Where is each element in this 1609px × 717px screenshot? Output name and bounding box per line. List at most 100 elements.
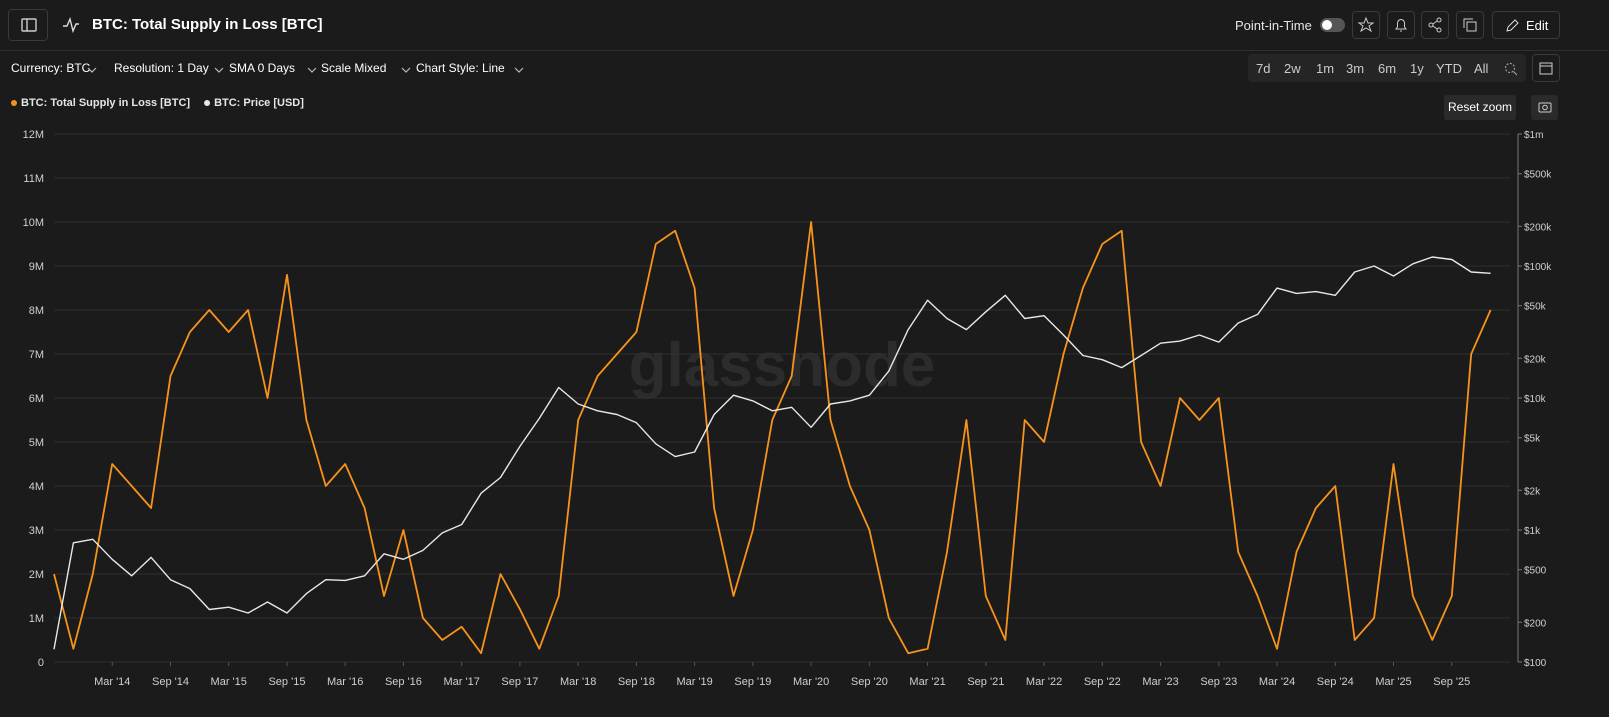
x-tick-label: Mar '22 xyxy=(1026,676,1062,688)
y2-tick-label: $500 xyxy=(1524,566,1547,577)
icon xyxy=(1539,62,1553,75)
y-tick-label: 1M xyxy=(29,613,44,625)
chart-icon xyxy=(63,16,79,34)
range-button[interactable]: 7d xyxy=(1256,61,1271,76)
y-tick-label: 5M xyxy=(29,437,44,449)
watermark: glassnode xyxy=(629,331,936,400)
screenshot-button[interactable] xyxy=(1531,95,1558,120)
x-tick-label: Sep '20 xyxy=(851,676,888,688)
x-tick-label: Mar '14 xyxy=(94,676,130,688)
y-tick-label: 0 xyxy=(38,657,44,669)
chevron xyxy=(214,67,224,73)
icon xyxy=(1463,18,1477,32)
toggle-knob xyxy=(1322,20,1332,30)
range-button[interactable]: 6m xyxy=(1378,61,1397,76)
sidebar-toggle[interactable] xyxy=(8,9,48,41)
x-tick-label: Mar '19 xyxy=(676,676,712,688)
y2-tick-label: $5k xyxy=(1524,434,1541,445)
range-button[interactable]: YTD xyxy=(1436,61,1462,76)
favorite-button[interactable] xyxy=(1352,11,1380,39)
chevron xyxy=(514,67,524,73)
control-dropdown[interactable]: Chart Style: Line xyxy=(416,61,505,75)
legend-marker xyxy=(11,100,17,106)
range-button[interactable]: 1m xyxy=(1316,61,1335,76)
chevron xyxy=(401,67,411,73)
icon xyxy=(1357,16,1375,33)
y-tick-label: 8M xyxy=(29,305,44,317)
title: BTC: Total Supply in Loss [BTC] xyxy=(92,16,323,33)
x-tick-label: Sep '21 xyxy=(967,676,1004,688)
range-button[interactable]: 2w xyxy=(1284,61,1301,76)
x-tick-label: Sep '22 xyxy=(1084,676,1121,688)
x-tick-label: Sep '25 xyxy=(1433,676,1470,688)
x-tick-label: Sep '19 xyxy=(734,676,771,688)
x-tick-label: Mar '23 xyxy=(1142,676,1178,688)
y2-tick-label: $20k xyxy=(1524,354,1547,365)
y-tick-label: 2M xyxy=(29,569,44,581)
copy-button[interactable] xyxy=(1456,11,1484,39)
y2-tick-label: $500k xyxy=(1524,170,1552,181)
x-tick-label: Sep '16 xyxy=(385,676,422,688)
control-dropdown[interactable]: Scale Mixed xyxy=(321,61,387,75)
y2-tick-label: $1k xyxy=(1524,526,1541,537)
y2-tick-label: $1m xyxy=(1524,130,1543,141)
x-tick-label: Sep '24 xyxy=(1317,676,1354,688)
range-button[interactable]: 1y xyxy=(1410,61,1424,76)
alert-button[interactable] xyxy=(1387,11,1415,39)
x-tick-label: Mar '18 xyxy=(560,676,596,688)
chevron xyxy=(87,67,97,73)
y-tick-label: 6M xyxy=(29,393,44,405)
y2-tick-label: $10k xyxy=(1524,394,1547,405)
series-line xyxy=(53,256,1491,650)
reset-zoom-button[interactable]: Reset zoom xyxy=(1444,95,1516,120)
series-line xyxy=(53,221,1492,655)
x-tick-label: Mar '17 xyxy=(444,676,480,688)
x-tick-label: Sep '15 xyxy=(268,676,305,688)
legend-label[interactable]: BTC: Price [USD] xyxy=(214,97,304,109)
header: BTC: Total Supply in Loss [BTC] Point-in… xyxy=(0,0,1609,51)
x-tick-label: Mar '20 xyxy=(793,676,829,688)
control-dropdown[interactable]: SMA 0 Days xyxy=(229,61,296,75)
y-tick-label: 10M xyxy=(23,217,44,229)
zoom-icon[interactable] xyxy=(1503,61,1519,77)
x-tick-label: Mar '15 xyxy=(211,676,247,688)
legend-marker xyxy=(204,100,211,106)
x-tick-label: Mar '25 xyxy=(1375,676,1411,688)
y-tick-label: 12M xyxy=(23,129,44,141)
x-tick-label: Sep '17 xyxy=(501,676,538,688)
toggle[interactable] xyxy=(1320,18,1345,32)
y-tick-label: 9M xyxy=(29,261,44,273)
chevron xyxy=(307,67,317,73)
edit-button[interactable]: Edit xyxy=(1492,11,1560,39)
y-tick-label: 3M xyxy=(29,525,44,537)
y2-tick-label: $100k xyxy=(1524,262,1552,273)
y2-tick-label: $200 xyxy=(1524,618,1547,629)
calendar-button[interactable] xyxy=(1532,54,1560,82)
range-button[interactable]: 3m xyxy=(1346,61,1365,76)
y2-tick-label: $200k xyxy=(1524,222,1552,233)
icon xyxy=(1428,17,1442,33)
x-tick-label: Sep '18 xyxy=(618,676,655,688)
edit-label: Edit xyxy=(1526,18,1549,33)
range-group: 7d 2w 1m 3m 6m 1y YTD All xyxy=(1248,54,1526,82)
y-tick-label: 7M xyxy=(29,349,44,361)
control-dropdown[interactable]: Currency: BTC xyxy=(11,61,91,75)
y-tick-label: 11M xyxy=(23,173,44,185)
chart: glassnode 0 1M 2M 3M 4M 5M 6M 7M 8M 9M 10M 11M 12M $1… xyxy=(11,97,1552,688)
y2-tick-label: $50k xyxy=(1524,302,1547,313)
x-tick-label: Mar '24 xyxy=(1259,676,1295,688)
legend-label[interactable]: BTC: Total Supply in Loss [BTC] xyxy=(21,97,190,109)
icon xyxy=(21,18,37,32)
x-tick-label: Sep '14 xyxy=(152,676,189,688)
x-tick-label: Mar '16 xyxy=(327,676,363,688)
icon xyxy=(1538,102,1552,113)
icon xyxy=(1395,19,1407,32)
y-tick-label: 4M xyxy=(29,481,44,493)
y2-tick-label: $2k xyxy=(1524,486,1541,497)
x-tick-label: Mar '21 xyxy=(909,676,945,688)
point-in-time-label: Point-in-Time xyxy=(1235,18,1312,33)
control-dropdown[interactable]: Resolution: 1 Day xyxy=(114,61,209,75)
share-button[interactable] xyxy=(1421,11,1449,39)
range-button[interactable]: All xyxy=(1474,61,1489,76)
